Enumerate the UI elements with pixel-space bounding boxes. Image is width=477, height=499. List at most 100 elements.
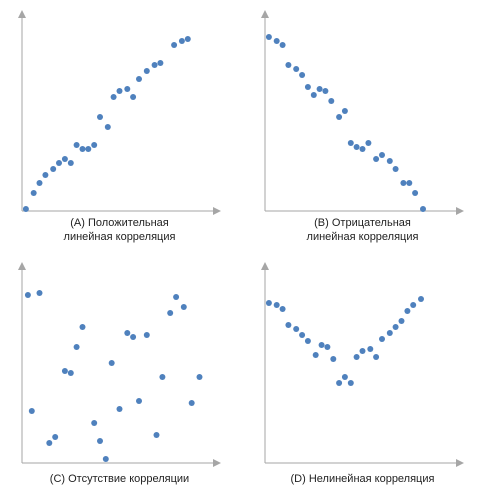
- data-point: [173, 294, 180, 300]
- panel-caption-line: (A) Положительная: [70, 217, 169, 229]
- data-point: [285, 322, 292, 328]
- data-point: [330, 356, 337, 362]
- data-point: [404, 308, 411, 314]
- data-point: [143, 68, 150, 74]
- data-point: [373, 156, 380, 162]
- data-point: [143, 332, 150, 338]
- data-point: [67, 160, 74, 166]
- data-point: [159, 374, 166, 380]
- data-point: [336, 380, 343, 386]
- panel-caption-line: линейная корреляция: [307, 231, 419, 243]
- data-point: [91, 142, 98, 148]
- data-point: [341, 374, 348, 380]
- scatter-panel-a: (A) Положительная линейная корреляция: [18, 10, 221, 243]
- data-point: [341, 108, 348, 114]
- data-point: [353, 144, 360, 150]
- data-point: [373, 354, 380, 360]
- data-point: [279, 42, 286, 48]
- data-point: [30, 190, 37, 196]
- data-point: [136, 398, 142, 404]
- panel-caption-line: (D) Нелинейная корреляция: [291, 473, 435, 485]
- scatter-panel-c: (C) Отсутствие корреляции: [18, 262, 221, 485]
- data-point: [398, 318, 405, 324]
- panel-caption-line: (B) Отрицательная: [314, 217, 411, 229]
- data-point: [116, 88, 123, 94]
- data-point: [24, 292, 31, 298]
- data-point: [304, 84, 311, 90]
- data-point: [97, 114, 103, 120]
- data-point: [178, 38, 185, 44]
- data-point: [167, 310, 174, 316]
- data-point: [353, 354, 360, 360]
- data-point: [386, 158, 393, 164]
- data-point: [97, 438, 103, 444]
- data-point: [310, 92, 317, 98]
- data-point: [188, 400, 195, 406]
- data-point: [279, 306, 286, 312]
- data-point: [85, 146, 92, 152]
- data-point: [79, 324, 86, 330]
- data-point: [136, 76, 142, 82]
- data-point: [52, 434, 59, 440]
- data-point: [184, 36, 191, 42]
- data-point: [130, 94, 137, 100]
- data-point: [22, 206, 29, 212]
- data-point: [73, 142, 80, 148]
- data-point: [130, 334, 137, 340]
- data-point: [336, 114, 343, 120]
- data-point: [36, 290, 43, 296]
- data-point: [104, 124, 111, 130]
- data-point: [196, 374, 203, 380]
- data-point: [265, 300, 272, 306]
- data-point: [151, 62, 158, 68]
- data-point: [46, 440, 53, 446]
- data-point: [171, 42, 178, 48]
- data-point: [157, 60, 164, 66]
- data-point: [180, 304, 187, 310]
- data-point: [386, 330, 393, 336]
- data-point: [36, 180, 43, 186]
- data-point: [316, 86, 323, 92]
- data-point: [28, 408, 35, 414]
- data-point: [273, 302, 280, 308]
- data-point: [318, 342, 325, 348]
- data-point: [61, 156, 68, 162]
- panel-caption-line: (C) Отсутствие корреляции: [50, 473, 189, 485]
- data-point: [347, 140, 354, 146]
- data-point: [365, 140, 372, 146]
- data-point: [322, 88, 329, 94]
- data-point: [367, 346, 374, 352]
- data-point: [73, 344, 80, 350]
- data-point: [328, 98, 335, 104]
- data-point: [153, 432, 160, 438]
- data-point: [406, 180, 413, 186]
- data-point: [304, 338, 311, 344]
- data-point: [412, 190, 419, 196]
- data-point: [392, 324, 399, 330]
- data-point: [359, 348, 366, 354]
- data-point: [79, 146, 86, 152]
- data-point: [285, 62, 292, 68]
- data-point: [293, 326, 300, 332]
- data-point: [61, 368, 68, 374]
- data-point: [110, 94, 117, 100]
- data-point: [108, 360, 115, 366]
- data-point: [418, 296, 424, 302]
- data-point: [299, 332, 306, 338]
- data-point: [124, 330, 131, 336]
- data-point: [420, 206, 426, 212]
- data-point: [67, 370, 74, 376]
- data-point: [273, 38, 280, 44]
- data-point: [91, 420, 98, 426]
- data-point: [50, 166, 57, 172]
- data-point: [265, 34, 272, 40]
- scatter-panel-d: (D) Нелинейная корреляция: [261, 262, 464, 485]
- data-point: [324, 344, 331, 350]
- data-point: [312, 352, 319, 358]
- data-point: [56, 160, 62, 166]
- data-point: [124, 86, 131, 92]
- data-point: [102, 456, 109, 462]
- data-point: [293, 66, 300, 72]
- data-point: [359, 146, 366, 152]
